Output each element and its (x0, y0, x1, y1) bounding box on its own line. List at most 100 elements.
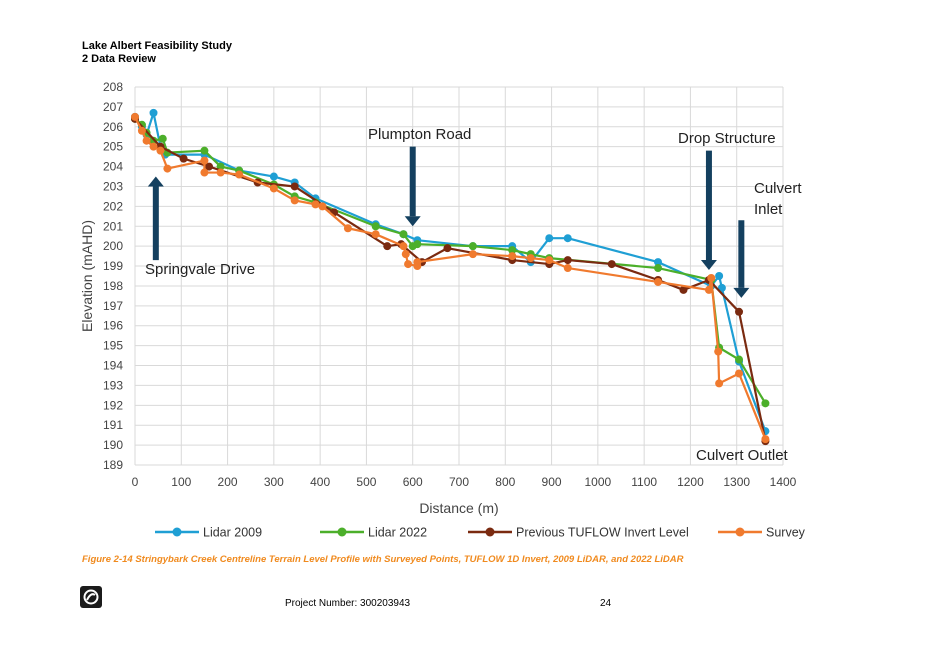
data-point (404, 260, 413, 269)
elevation-profile-chart: 189 190 191 192 193 194 195 196 197 198 199 200 201 2… (79, 80, 806, 540)
y-axis-title: Elevation (mAHD) (79, 220, 95, 332)
data-point (179, 154, 188, 163)
data-point (383, 242, 392, 251)
legend-marker (172, 527, 182, 537)
data-point (413, 258, 422, 267)
x-tick-label: 600 (403, 475, 423, 489)
report-title: Lake Albert Feasibility Study (82, 40, 232, 52)
x-tick-label: 300 (264, 475, 284, 489)
data-point (269, 172, 278, 181)
data-point (401, 250, 410, 259)
data-point (371, 222, 380, 231)
y-tick-label: 196 (103, 319, 123, 333)
y-tick-label: 193 (103, 378, 123, 392)
data-point (290, 182, 299, 191)
data-point (735, 355, 744, 364)
data-point (715, 272, 724, 280)
data-point (714, 347, 723, 356)
data-point (654, 258, 663, 267)
x-tick-label: 1200 (677, 475, 704, 489)
culvert-inlet-label-line2: Inlet (754, 201, 783, 218)
data-point (399, 242, 408, 251)
y-tick-label: 195 (103, 339, 123, 353)
figure-caption: Figure 2-14 Stringybark Creek Centreline… (82, 554, 684, 565)
legend-marker (485, 527, 495, 537)
x-tick-label: 800 (495, 475, 515, 489)
y-tick-label: 202 (103, 199, 123, 213)
legend-label: Lidar 2022 (368, 526, 427, 540)
data-point (607, 260, 616, 269)
y-tick-label: 200 (103, 239, 123, 253)
springvale-arrow-head (147, 176, 164, 187)
data-point (545, 234, 554, 243)
data-point (149, 108, 158, 117)
culvert-inlet-arrow-head (733, 287, 750, 298)
y-tick-label: 201 (103, 219, 123, 233)
data-point (508, 246, 517, 255)
data-point (200, 168, 209, 177)
data-point (761, 435, 770, 444)
y-tick-label: 198 (103, 279, 123, 293)
y-tick-label: 207 (103, 100, 123, 114)
data-point (371, 230, 380, 239)
x-tick-label: 200 (218, 475, 238, 489)
data-point (563, 234, 572, 243)
plumpton-road-label: Plumpton Road (368, 126, 471, 143)
data-point (200, 146, 209, 155)
culvert-inlet-label-line1: Culvert (754, 180, 802, 197)
y-tick-label: 199 (103, 259, 123, 273)
data-point (131, 112, 139, 121)
data-point (269, 184, 278, 193)
legend-item: Previous TUFLOW Invert Level (468, 526, 689, 540)
y-tick-label: 190 (103, 438, 123, 452)
y-tick-label: 191 (103, 418, 123, 432)
legend-item: Lidar 2009 (155, 526, 262, 540)
legend-label: Lidar 2009 (203, 526, 262, 540)
y-tick-label: 197 (103, 299, 123, 313)
data-point (761, 399, 770, 408)
data-point (526, 254, 535, 263)
data-point (563, 264, 572, 273)
data-point (149, 142, 158, 151)
legend-marker (735, 527, 745, 537)
data-point (200, 156, 209, 165)
series-survey (131, 112, 770, 444)
culvert-outlet-label: Culvert Outlet (696, 447, 789, 464)
x-tick-label: 1100 (631, 475, 657, 489)
report-header: Lake Albert Feasibility Study 2 Data Rev… (82, 40, 232, 66)
data-point (735, 307, 744, 316)
data-point (399, 230, 408, 239)
plumpton-arrow-head (404, 216, 421, 227)
x-tick-label: 1400 (770, 475, 797, 489)
data-point (735, 369, 744, 378)
y-tick-label: 205 (103, 140, 123, 154)
data-point (205, 162, 214, 171)
x-axis-title: Distance (m) (419, 500, 498, 516)
drop-structure-label: Drop Structure (678, 130, 776, 147)
data-point (443, 244, 452, 253)
x-tick-label: 700 (449, 475, 469, 489)
legend-label: Previous TUFLOW Invert Level (516, 526, 689, 540)
data-point (156, 146, 165, 155)
data-point (235, 170, 244, 179)
data-point (137, 126, 146, 135)
y-tick-label: 206 (103, 120, 123, 134)
x-tick-label: 500 (356, 475, 376, 489)
company-logo-icon (80, 586, 102, 608)
data-point (413, 240, 422, 249)
legend-item: Survey (718, 526, 806, 540)
data-point (142, 136, 151, 145)
data-point (468, 250, 477, 259)
data-point (707, 273, 716, 282)
y-tick-label: 194 (103, 359, 123, 373)
y-tick-label: 203 (103, 179, 123, 193)
data-point (563, 256, 572, 265)
page-number: 24 (600, 598, 612, 609)
data-point (654, 264, 663, 273)
data-point (290, 196, 299, 205)
x-tick-label: 400 (310, 475, 330, 489)
y-tick-label: 208 (103, 80, 123, 94)
y-tick-label: 189 (103, 458, 123, 472)
drop-structure-arrow-head (700, 260, 717, 271)
springvale-drive-label: Springvale Drive (145, 261, 255, 278)
